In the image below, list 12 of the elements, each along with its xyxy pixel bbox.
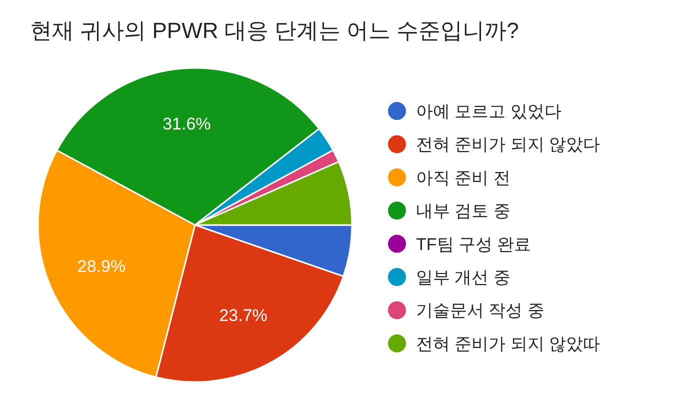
legend-label: 기술문서 작성 중: [416, 301, 544, 320]
legend-label: 일부 개선 중: [416, 268, 510, 287]
legend-label: 아직 준비 전: [416, 168, 510, 188]
legend-label: 전혀 준비가 되지 않았다: [416, 135, 600, 154]
legend-label: 아예 모르고 있었다: [416, 102, 562, 121]
data-label: 31.6%: [162, 114, 211, 134]
legend-label: 전혀 준비가 되지 않았따: [416, 334, 600, 354]
data-label: 28.9%: [77, 256, 126, 276]
data-label: 23.7%: [219, 306, 268, 325]
chart-title: 현재 귀사의 PPWR 대응 단계는 어느 수준입니까?: [30, 18, 519, 43]
legend-label: 내부 검토 중: [416, 202, 510, 221]
legend-label: TF팀 구성 완료: [416, 234, 532, 254]
